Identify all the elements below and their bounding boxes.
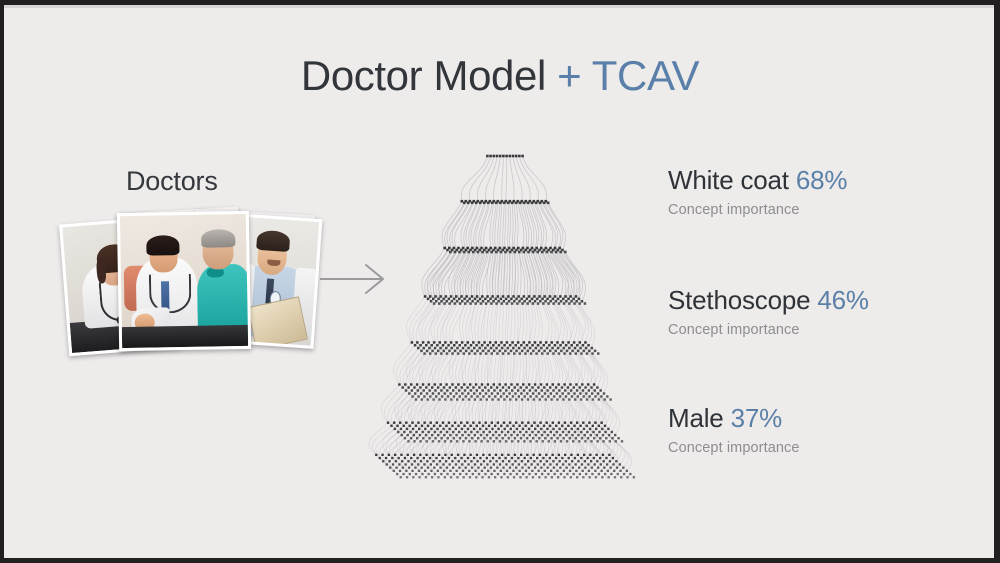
concept-item-stethoscope: Stethoscope 46% Concept importance	[668, 286, 869, 338]
concept-item-male: Male 37% Concept importance	[668, 404, 800, 456]
letterbox-top	[0, 0, 1000, 5]
letterbox-right	[994, 0, 1000, 563]
input-label: Doctors	[126, 166, 218, 196]
concept-title: Male 37%	[668, 404, 800, 433]
letterbox-inner-top	[4, 5, 996, 8]
letterbox-left	[0, 0, 4, 563]
doctor-photo-stack	[58, 206, 323, 363]
title-accent: + TCAV	[557, 52, 700, 99]
concept-subtitle: Concept importance	[668, 439, 800, 456]
concept-title: Stethoscope 46%	[668, 286, 869, 315]
letterbox-bottom	[0, 558, 1000, 563]
concept-name: Male	[668, 403, 724, 433]
neural-network-diagram	[368, 154, 635, 479]
concept-name: Stethoscope	[668, 285, 811, 315]
right-arrow-icon	[320, 264, 384, 294]
concept-subtitle: Concept importance	[668, 321, 800, 338]
photo-two-doctors	[116, 210, 252, 352]
concept-item-white-coat: White coat 68% Concept importance	[668, 165, 848, 218]
concept-title: White coat 68%	[668, 165, 848, 195]
concept-name: White coat	[668, 165, 789, 195]
concept-percent: 46%	[817, 285, 869, 315]
concept-percent: 68%	[795, 165, 848, 195]
concept-percent: 37%	[730, 403, 783, 433]
concept-subtitle: Concept importance	[668, 201, 800, 218]
title-main: Doctor Model	[300, 52, 546, 99]
page-title: Doctor Model + TCAV	[0, 52, 1000, 100]
